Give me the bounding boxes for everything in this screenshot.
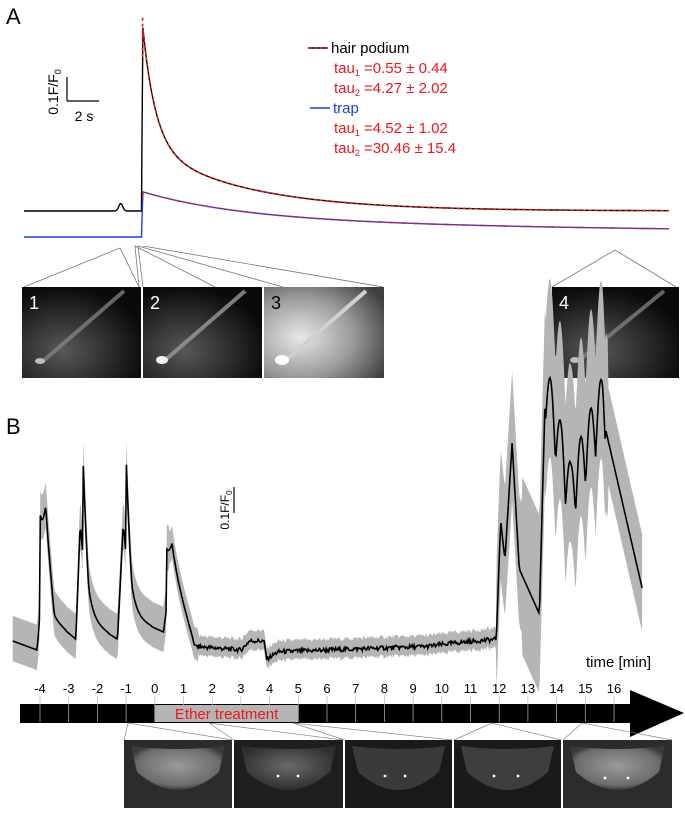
legend-hair-tau2: tau2 =4.27 ± 2.02 [334,80,448,98]
sem-band [12,278,643,692]
tick-label: -4 [34,681,46,696]
panel-a-scale-bar: 0.1F/F0 2 s [45,69,99,124]
tick-label: -1 [120,681,132,696]
inset-image-3: 3 [264,287,384,378]
tick-label: 3 [237,681,244,696]
tick-label: 0 [151,681,158,696]
panel-a-label: A [6,4,21,29]
tick-label: 13 [521,681,535,696]
time-axis-title: time [min] [586,654,651,671]
scale-bar-y-label: 0.1F/F0 [45,69,63,114]
tick-label: 9 [409,681,416,696]
time-tick-labels: -4 -3 -2 -1 0 1 2 3 4 5 6 7 8 9 10 11 12… [34,681,621,696]
legend-hair-tau1: tau1 =0.55 ± 0.44 [334,60,448,78]
tick-label: 12 [492,681,506,696]
inset-1-label: 1 [29,293,39,313]
tick-label: 5 [295,681,302,696]
legend-trap-tau1: tau1 =4.52 ± 1.02 [334,120,448,138]
tick-label: 6 [323,681,330,696]
trap-image-3 [345,740,452,808]
inset-4-label: 4 [559,293,569,313]
scale-bar-x-label: 2 s [75,108,94,124]
panel-a-legend: hair podium tau1 =0.55 ± 0.44 tau2 =4.27… [308,40,456,158]
tick-label: 16 [607,681,621,696]
panel-b-label: B [6,414,21,439]
panel-a-inset-connectors [23,245,677,288]
tick-label: 10 [435,681,449,696]
b-scale-bar-label: 0.1F/F0 [218,490,234,530]
tick-label: 15 [578,681,592,696]
fit-hair-podium [141,17,669,212]
tick-label: 2 [209,681,216,696]
legend-trap-name: trap [333,100,359,117]
tick-label: 11 [464,681,478,696]
tick-label: -2 [92,681,104,696]
inset-3-label: 3 [271,293,281,313]
mean-trace [12,375,643,663]
ether-treatment-label: Ether treatment [175,706,279,723]
panel-b-image-connectors [123,722,673,741]
trap-image-4 [454,740,561,808]
panel-a-traces [24,17,669,238]
inset-image-4: 4 [552,287,679,378]
trap-image-1 [124,740,232,808]
inset-2-label: 2 [150,293,160,313]
tick-label: 7 [352,681,359,696]
inset-image-2: 2 [143,287,262,378]
trap-image-5 [563,740,672,808]
tick-label: 14 [549,681,563,696]
legend-hair-name: hair podium [331,40,409,57]
time-arrow: Ether treatment [20,690,684,737]
tick-label: -3 [63,681,75,696]
tick-label: 1 [180,681,187,696]
panel-b-trace [12,278,643,692]
trap-image-2 [234,740,343,808]
inset-image-1: 1 [22,287,141,378]
ether-treatment-bar [154,705,299,722]
panel-b-scale-bar: 0.1F/F0 [218,487,235,530]
tick-label: 4 [266,681,273,696]
fit-trap [141,190,669,230]
tick-label: 8 [381,681,388,696]
series-trap [24,191,669,238]
legend-trap-tau2: tau2 =30.46 ± 15.4 [334,140,456,158]
